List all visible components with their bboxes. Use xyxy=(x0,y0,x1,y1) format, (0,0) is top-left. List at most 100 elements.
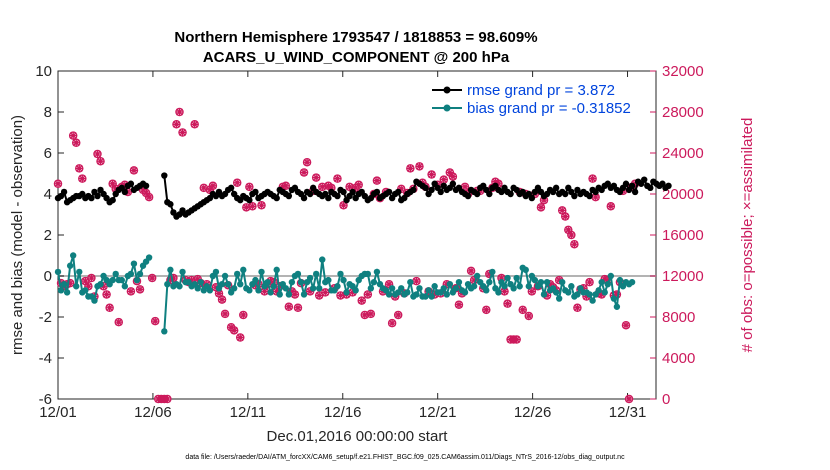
bias-point xyxy=(316,285,323,292)
rmse-point xyxy=(121,188,129,196)
x-tick-label: 12/26 xyxy=(514,404,552,421)
bias-point xyxy=(91,297,98,304)
y-right-tick-label: 24000 xyxy=(662,145,704,162)
obs-assimilated-point xyxy=(500,287,509,296)
bias-point xyxy=(194,285,201,292)
bias-point xyxy=(246,287,253,294)
obs-assimilated-point xyxy=(127,287,135,296)
bias-point xyxy=(60,281,68,288)
obs-assimilated-point xyxy=(518,306,527,314)
y-right-tick-label: 16000 xyxy=(662,227,704,244)
bias-point xyxy=(504,274,511,282)
y-tick-label: 6 xyxy=(44,145,52,162)
bias-point xyxy=(422,293,429,300)
bias-point xyxy=(537,278,545,286)
rmse-point xyxy=(285,192,293,200)
bias-point xyxy=(589,297,596,304)
bias-point xyxy=(364,270,372,278)
obs-assimilated-point xyxy=(613,290,621,299)
bias-point xyxy=(613,303,621,310)
obs-assimilated-point xyxy=(461,183,469,191)
obs-assimilated-point xyxy=(525,312,533,320)
x-tick-label: 12/11 xyxy=(230,404,266,421)
obs-assimilated-point xyxy=(227,323,235,332)
bias-series xyxy=(54,252,636,335)
rmse-point xyxy=(94,192,101,200)
rmse-point xyxy=(428,186,435,194)
bias-point xyxy=(385,291,393,298)
bias-point xyxy=(425,287,432,294)
y-tick-label: 10 xyxy=(35,63,52,80)
obs-assimilated-point xyxy=(242,203,251,212)
bias-point xyxy=(334,283,341,290)
rmse-point xyxy=(142,182,150,189)
rmse-point xyxy=(449,180,457,187)
bias-point xyxy=(224,281,232,288)
bias-point xyxy=(455,278,463,286)
rmse-point xyxy=(394,188,402,196)
bias-point xyxy=(258,268,265,276)
bias-point xyxy=(373,268,381,276)
obs-assimilated-point xyxy=(163,395,172,403)
obs-assimilated-point xyxy=(306,287,314,296)
bias-point xyxy=(516,283,523,290)
obs-assimilated-point xyxy=(364,290,372,299)
bias-point xyxy=(352,287,359,294)
legend-bias-marker xyxy=(443,104,451,112)
obs-assimilated-point xyxy=(57,279,65,287)
obs-assimilated-point xyxy=(215,289,223,298)
bias-point xyxy=(167,266,174,274)
obs-assimilated-point xyxy=(69,131,77,140)
rmse-point xyxy=(167,201,174,208)
rmse-point xyxy=(464,192,472,200)
obs-assimilated-point xyxy=(257,201,266,210)
bias-point xyxy=(118,276,125,284)
legend: rmse grand pr = 3.872 bias grand pr = -0… xyxy=(432,82,631,117)
bias-point xyxy=(525,283,533,290)
bias-point xyxy=(319,256,326,263)
bias-point xyxy=(610,295,618,302)
obs-assimilated-point xyxy=(212,283,220,292)
bias-point xyxy=(598,278,605,286)
rmse-point xyxy=(665,182,672,189)
obs-assimilated-point xyxy=(497,274,506,282)
bias-point xyxy=(206,287,214,294)
bias-point xyxy=(230,285,238,292)
bias-point xyxy=(112,270,119,278)
legend-rmse-marker xyxy=(443,86,451,94)
bias-point xyxy=(309,285,317,292)
bias-point xyxy=(285,291,293,298)
rmse-point xyxy=(349,188,356,196)
bias-point xyxy=(273,266,280,274)
obs-assimilated-point xyxy=(446,168,454,177)
bias-point xyxy=(555,295,563,302)
y-axis-label: rmse and bias (model - observation) xyxy=(9,115,26,355)
bias-point xyxy=(306,274,314,282)
obs-assimilated-point xyxy=(199,184,208,192)
rmse-point xyxy=(410,186,417,194)
obs-assimilated-point xyxy=(585,278,594,286)
obs-assimilated-point xyxy=(540,196,548,204)
obs-assimilated-point xyxy=(236,333,245,342)
bias-point xyxy=(531,276,539,284)
obs-assimilated-point xyxy=(430,290,439,299)
y-right-tick-label: 20000 xyxy=(662,186,704,203)
bias-point xyxy=(325,276,332,284)
obs-assimilated-point xyxy=(315,291,324,300)
bias-point xyxy=(337,270,344,278)
rmse-point xyxy=(641,176,648,183)
bias-point xyxy=(501,283,508,290)
obs-assimilated-point xyxy=(221,310,229,318)
obs-assimilated-point xyxy=(373,176,381,185)
obs-assimilated-point xyxy=(178,128,187,137)
obs-assimilated-point xyxy=(546,280,554,288)
obs-assimilated-point xyxy=(333,174,342,183)
bias-point xyxy=(416,285,423,292)
y-right-tick-label: 12000 xyxy=(662,268,704,285)
rmse-point xyxy=(647,184,654,192)
bias-point xyxy=(473,272,481,280)
obs-assimilated-point xyxy=(588,174,597,183)
y-right-tick-label: 0 xyxy=(662,391,670,408)
rmse-point xyxy=(437,188,444,196)
bias-point xyxy=(82,287,89,294)
